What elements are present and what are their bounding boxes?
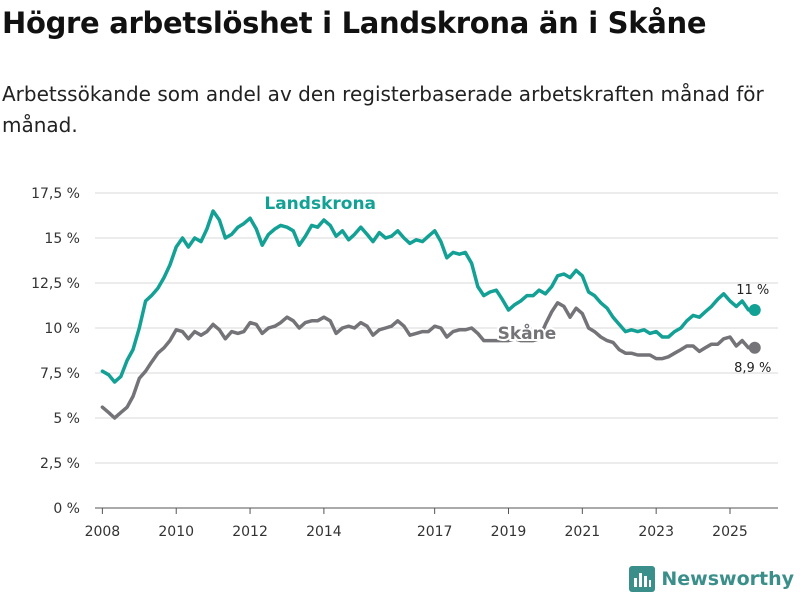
end-point [748, 341, 761, 354]
x-tick-label: 2019 [491, 524, 527, 540]
y-tick-label: 15 % [44, 231, 80, 247]
series-label-landskrona: Landskrona [264, 194, 376, 214]
y-tick-label: 5 % [53, 411, 80, 427]
end-value-label: 11 % [736, 283, 769, 298]
x-tick-label: 2012 [232, 524, 268, 540]
y-tick-label: 7,5 % [40, 366, 80, 382]
y-axis-ticks: 0 % 2,5 % 5 % 7,5 % 10 % 12,5 % 15 % 17,5 % [31, 186, 80, 517]
x-tick-label: 2017 [417, 524, 453, 540]
series-line-landskrona [100, 209, 757, 384]
series-lines [100, 209, 761, 420]
x-tick-label: 2023 [638, 524, 674, 540]
y-tick-label: 10 % [44, 321, 80, 337]
newsworthy-logo: Newsworthy [629, 566, 794, 592]
bar-chart-icon [629, 566, 656, 592]
y-tick-label: 0 % [53, 501, 80, 517]
series-line-skane [100, 301, 757, 420]
x-tick-label: 2021 [565, 524, 601, 540]
brand-name: Newsworthy [661, 568, 794, 590]
end-value-label: 8,9 % [734, 361, 771, 376]
x-axis: 2008 2010 2012 2014 2017 2019 2021 2023 2025 [85, 508, 748, 540]
end-point [748, 304, 761, 316]
series-labels: 11 % 8,9 % Landskrona Skåne [264, 194, 771, 376]
chart-subtitle: Arbetssökande som andel av den registerb… [2, 82, 764, 137]
y-tick-label: 17,5 % [31, 186, 80, 202]
chart-title: Högre arbetslöshet i Landskrona än i Skå… [2, 6, 707, 40]
y-tick-label: 2,5 % [40, 456, 80, 472]
x-tick-label: 2008 [85, 524, 121, 540]
x-tick-label: 2010 [158, 524, 194, 540]
series-label-skane: Skåne [498, 322, 557, 344]
y-tick-label: 12,5 % [31, 276, 80, 292]
x-tick-label: 2025 [712, 524, 748, 540]
x-tick-label: 2014 [306, 524, 342, 540]
